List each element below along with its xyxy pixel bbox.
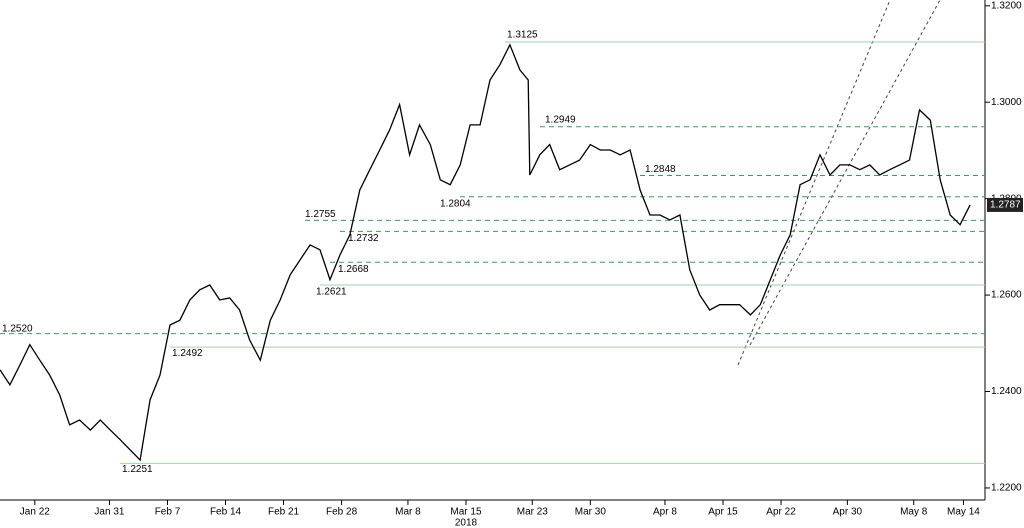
y-tick-label: 1.3000 bbox=[991, 97, 1022, 108]
y-tick-label: 1.3200 bbox=[991, 0, 1022, 11]
x-tick-label: Jan 22 bbox=[20, 507, 50, 518]
level-label: 1.3125 bbox=[507, 30, 538, 41]
level-label: 1.2668 bbox=[338, 264, 369, 275]
level-label: 1.2804 bbox=[440, 198, 471, 209]
x-tick-label: Apr 15 bbox=[708, 507, 738, 518]
last-price-box bbox=[987, 197, 1023, 212]
level-label: 1.2520 bbox=[2, 323, 33, 334]
x-tick-label: Mar 8 bbox=[395, 507, 421, 518]
y-tick-label: 1.2200 bbox=[991, 483, 1022, 494]
level-label: 1.2492 bbox=[172, 348, 203, 359]
x-tick-label: Mar 15 bbox=[450, 507, 482, 518]
x-tick-label: Apr 30 bbox=[833, 507, 863, 518]
last-price-label: 1.2787 bbox=[990, 200, 1021, 211]
x-tick-label: May 14 bbox=[947, 507, 980, 518]
y-tick-label: 1.2600 bbox=[991, 290, 1022, 301]
x-tick-label: Jan 31 bbox=[94, 507, 124, 518]
x-tick-label: May 8 bbox=[900, 507, 928, 518]
x-tick-label: Feb 21 bbox=[268, 507, 300, 518]
x-tick-label: Mar 30 bbox=[575, 507, 607, 518]
level-label: 1.2848 bbox=[645, 164, 676, 175]
x-tick-label: Mar 23 bbox=[517, 507, 549, 518]
x-tick-label: Apr 22 bbox=[766, 507, 796, 518]
level-label: 1.2251 bbox=[122, 464, 153, 475]
level-label: 1.2949 bbox=[545, 114, 576, 125]
x-tick-label: Apr 8 bbox=[653, 507, 677, 518]
x-tick-label: Feb 14 bbox=[210, 507, 242, 518]
level-label: 1.2621 bbox=[316, 287, 347, 298]
x-sublabel: 2018 bbox=[455, 518, 478, 528]
price-line bbox=[0, 43, 971, 462]
x-tick-label: Feb 28 bbox=[326, 507, 358, 518]
y-tick-label: 1.2400 bbox=[991, 386, 1022, 397]
level-label: 1.2755 bbox=[305, 209, 336, 220]
x-tick-label: Feb 7 bbox=[155, 507, 181, 518]
level-label: 1.2732 bbox=[348, 233, 379, 244]
